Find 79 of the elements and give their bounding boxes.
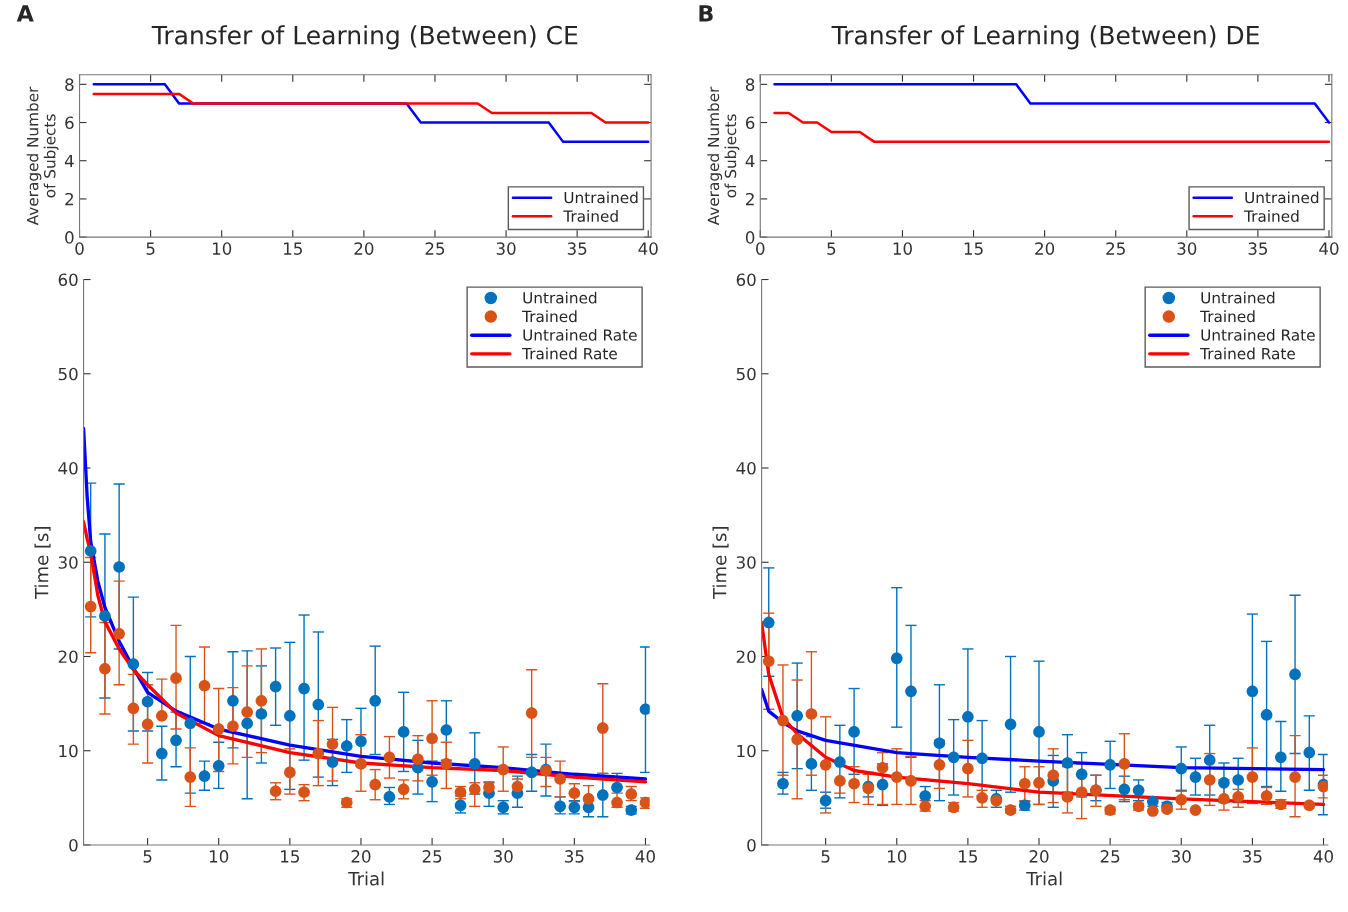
- chart-title: Transfer of Learning (Between) CE: [151, 25, 578, 50]
- y-tick-label: 40: [58, 461, 78, 475]
- x-tick-label: 40: [635, 850, 655, 863]
- y-tick-label: 30: [58, 556, 78, 569]
- x-tick-label: 5: [821, 850, 830, 863]
- text: A: [16, 5, 34, 22]
- y-tick-label: 10: [737, 744, 756, 758]
- x-tick-label: 0: [756, 242, 765, 255]
- x-tick-label: 5: [827, 242, 836, 255]
- x-axis-title: Trial: [348, 871, 384, 886]
- x-tick-label: 10: [212, 242, 232, 255]
- x-tick-label: 30: [1177, 242, 1197, 255]
- x-tick-label: 35: [1243, 850, 1262, 863]
- x-tick-label: 15: [964, 242, 983, 255]
- x-tick-label: 10: [209, 850, 229, 863]
- y-tick-label: 0: [745, 231, 755, 244]
- y-axis-title: Averaged Number of Subjects: [707, 86, 740, 226]
- y-tick-label: 4: [64, 154, 74, 168]
- y-tick-label: 30: [736, 556, 756, 569]
- x-tick-label: 40: [1313, 850, 1334, 863]
- legend-label: Trained: [1200, 310, 1255, 323]
- legend-label: Untrained: [523, 291, 597, 304]
- y-tick-label: 2: [65, 192, 73, 206]
- x-tick-label: 40: [638, 242, 658, 255]
- y-tick-label: 2: [746, 192, 754, 206]
- y-tick-label: 60: [736, 273, 756, 287]
- y-tick-label: 8: [745, 78, 755, 91]
- x-tick-label: 35: [1248, 242, 1268, 255]
- y-tick-label: 0: [65, 231, 74, 244]
- x-tick-label: 30: [493, 850, 513, 863]
- y-tick-label: 6: [745, 116, 755, 130]
- y-tick-label: 6: [65, 116, 74, 130]
- y-tick-label: 10: [59, 744, 78, 758]
- x-tick-label: 5: [146, 242, 155, 255]
- text: B: [699, 5, 713, 22]
- legend-label: Untrained: [1245, 191, 1319, 204]
- x-tick-label: 15: [284, 242, 302, 255]
- chart-title: Transfer of Learning (Between) DE: [831, 25, 1259, 50]
- legend-label: Trained: [1244, 210, 1299, 222]
- legend-label: Trained Rate: [1200, 347, 1295, 360]
- x-tick-label: 20: [351, 850, 371, 863]
- legend-label: Untrained Rate: [1201, 328, 1315, 341]
- y-tick-label: 0: [69, 838, 78, 852]
- legend-label: Untrained Rate: [523, 328, 637, 341]
- x-tick-label: 15: [281, 850, 299, 863]
- y-tick-label: 20: [736, 650, 756, 664]
- x-tick-label: 25: [1106, 242, 1125, 255]
- y-tick-label: 50: [736, 367, 756, 381]
- y-tick-label: 20: [58, 650, 78, 664]
- x-tick-label: 20: [1035, 242, 1055, 255]
- x-tick-label: 20: [1029, 850, 1049, 863]
- y-axis-title: Averaged Number of Subjects: [26, 86, 59, 226]
- x-tick-label: 25: [422, 850, 442, 863]
- x-axis-title: Trial: [1026, 871, 1062, 886]
- x-tick-label: 40: [1319, 242, 1339, 255]
- y-axis-title: Time [s]: [34, 527, 51, 600]
- y-axis-title: Time [s]: [712, 527, 729, 600]
- x-tick-label: 35: [565, 850, 584, 863]
- legend-label: Trained Rate: [522, 347, 617, 360]
- legend-label: Untrained: [1201, 291, 1275, 304]
- x-tick-label: 5: [143, 850, 152, 863]
- x-tick-label: 15: [959, 850, 978, 863]
- y-tick-label: 50: [58, 367, 78, 381]
- x-tick-label: 20: [354, 242, 374, 255]
- x-tick-label: 30: [1171, 850, 1191, 863]
- legend-label: Untrained: [564, 191, 638, 204]
- x-tick-label: 30: [496, 242, 516, 255]
- legend-label: Trained: [563, 210, 618, 222]
- x-tick-label: 10: [893, 242, 912, 255]
- y-tick-label: 4: [745, 154, 755, 168]
- y-tick-label: 40: [736, 461, 756, 475]
- y-tick-label: 60: [58, 273, 78, 287]
- legend-label: Trained: [522, 310, 577, 323]
- x-tick-label: 35: [567, 242, 587, 255]
- y-tick-label: 8: [65, 78, 74, 91]
- x-tick-label: 25: [425, 242, 445, 255]
- x-tick-label: 10: [887, 850, 907, 863]
- x-tick-label: 25: [1100, 850, 1120, 863]
- y-tick-label: 0: [747, 838, 756, 852]
